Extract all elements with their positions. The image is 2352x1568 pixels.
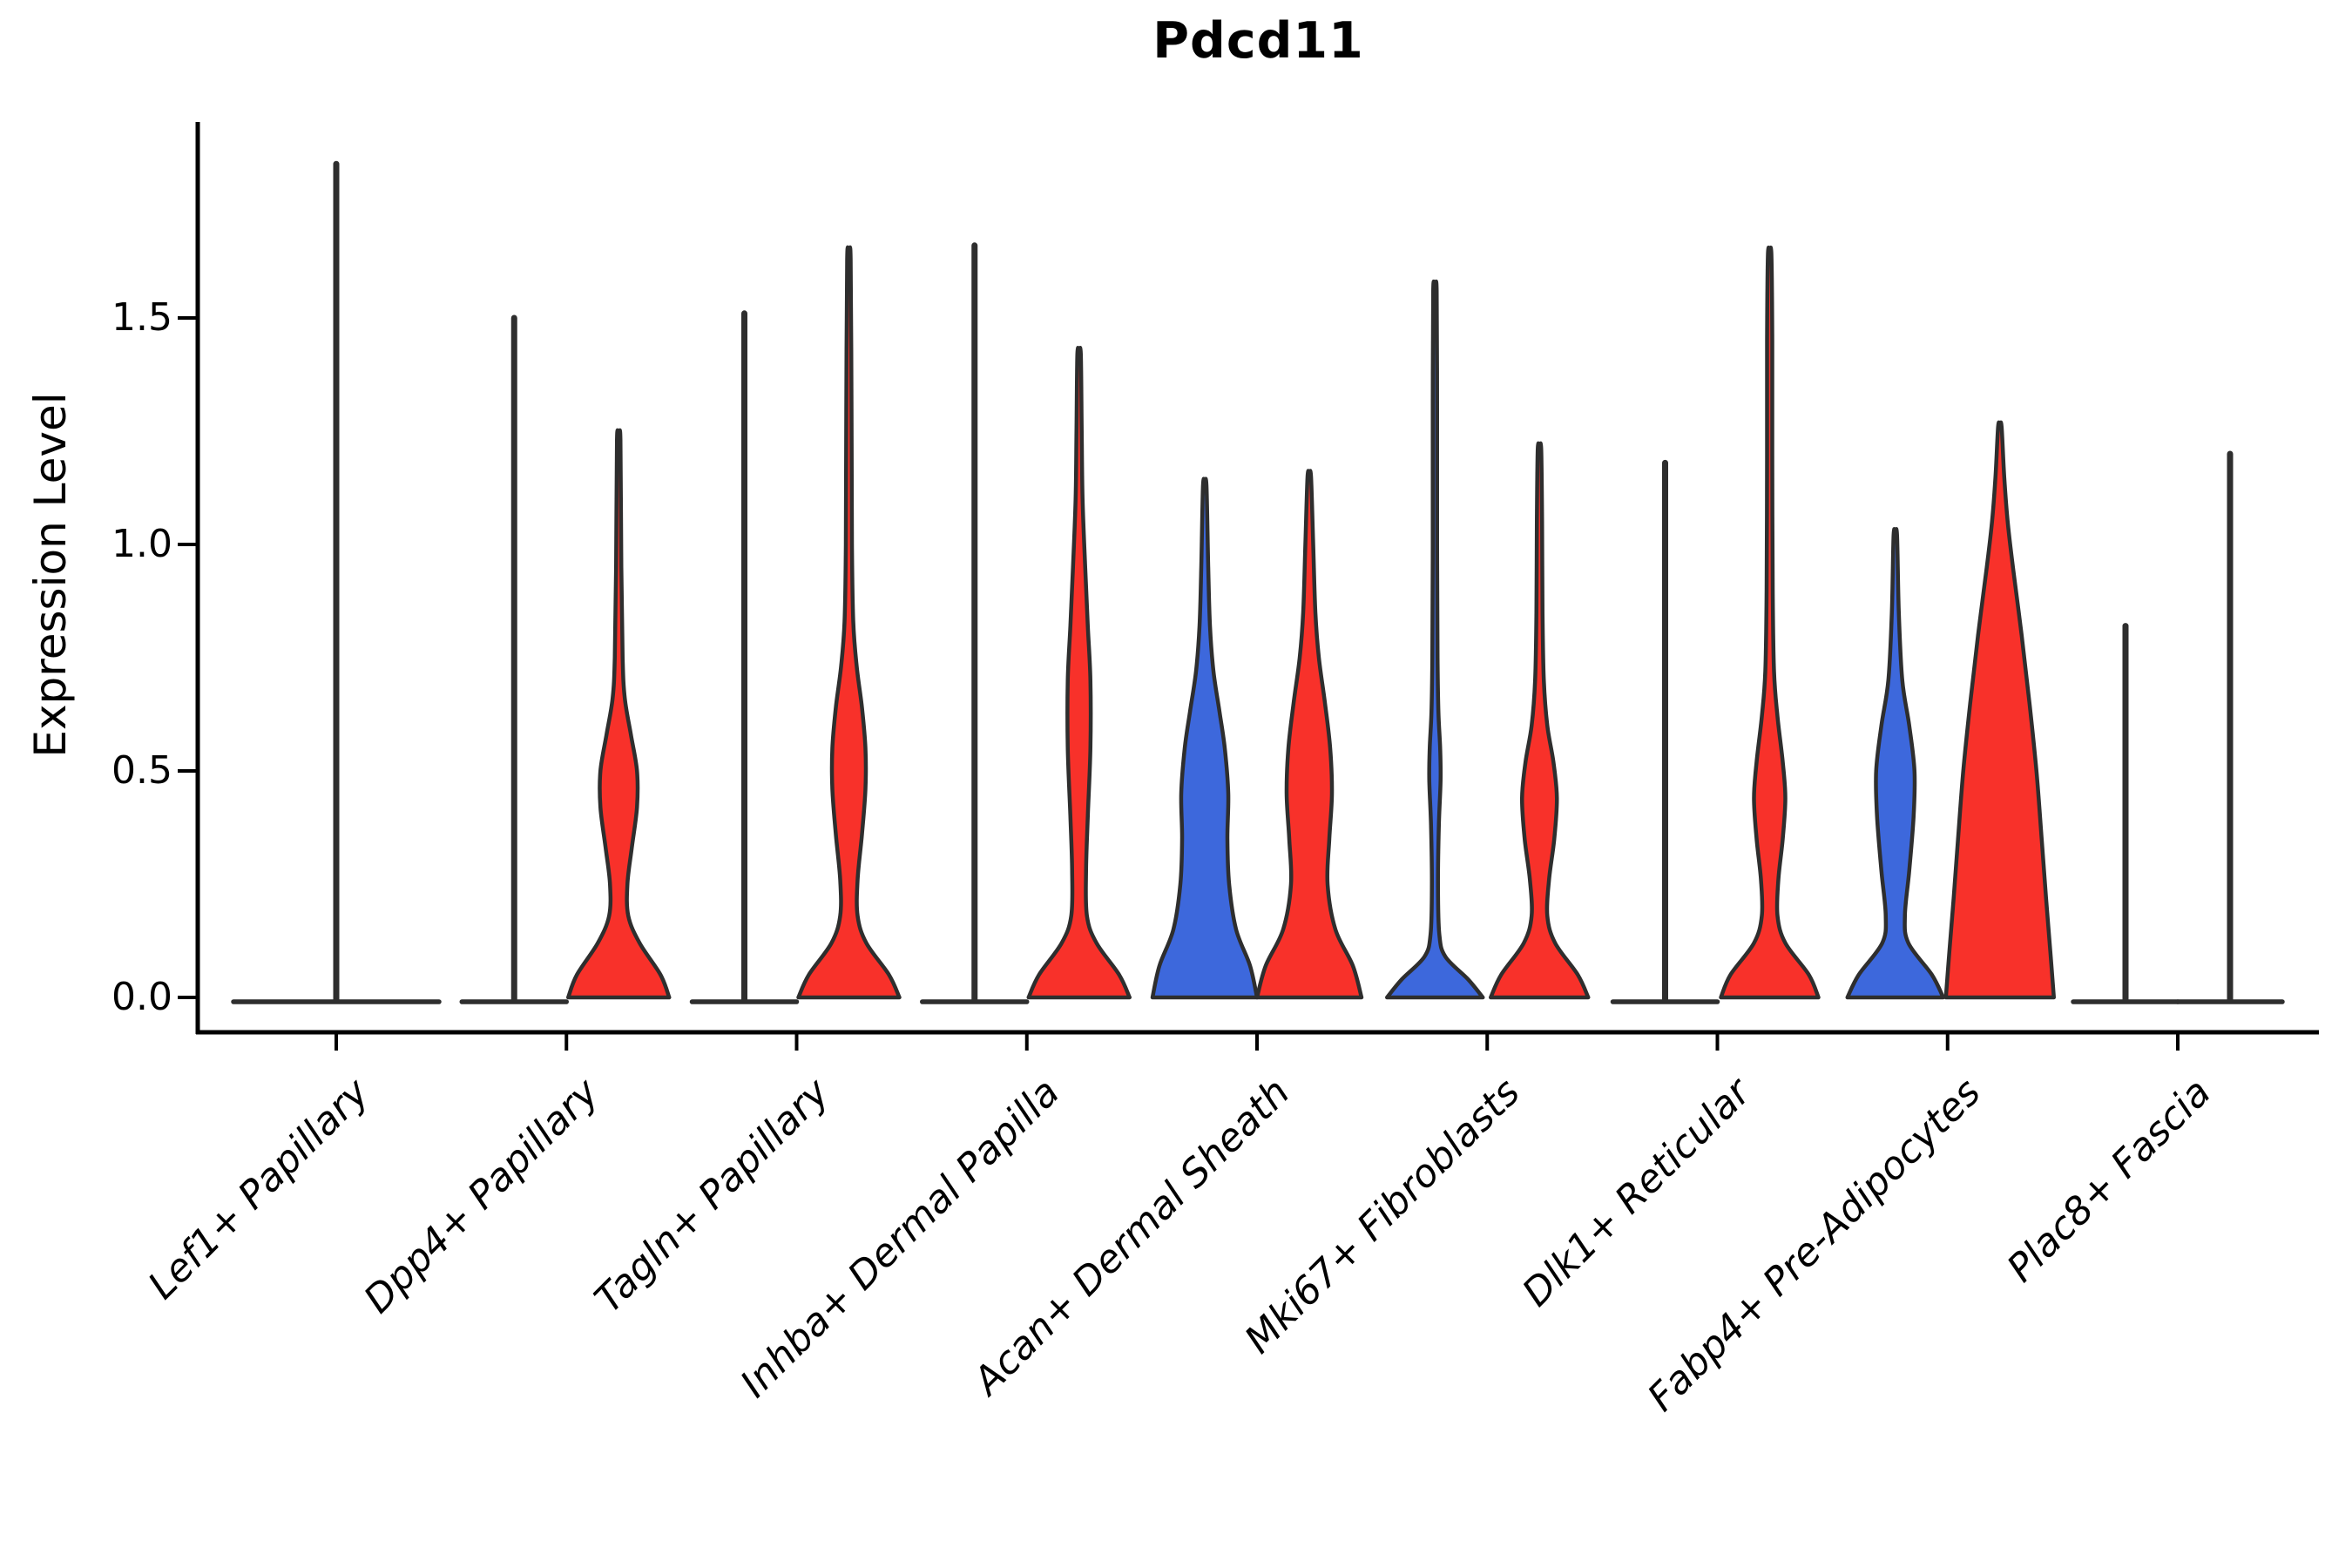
violin-body-red — [1489, 441, 1591, 1000]
y-tick-label: 1.5 — [112, 295, 172, 340]
violin-body-red — [1719, 245, 1821, 1000]
violin-body-red — [566, 428, 672, 1000]
violin-body-red — [1026, 346, 1132, 1000]
violin-body-red — [1254, 469, 1364, 1000]
violin-body-red — [1943, 420, 2056, 1000]
axis-tick-marks — [178, 316, 2180, 1051]
y-tick-label: 1.0 — [112, 522, 172, 566]
violin-body-blue — [1845, 527, 1945, 1000]
chart-title: Pdcd11 — [1152, 12, 1364, 70]
violin-body-blue — [1150, 476, 1260, 1000]
violin-shapes — [231, 160, 2285, 1004]
violin-body-blue — [1385, 279, 1485, 1000]
y-tick-label: 0.0 — [112, 975, 172, 1019]
y-tick-label: 0.5 — [112, 748, 172, 793]
y-axis-label: Expression Level — [25, 392, 76, 758]
violin-body-red — [796, 245, 902, 1000]
